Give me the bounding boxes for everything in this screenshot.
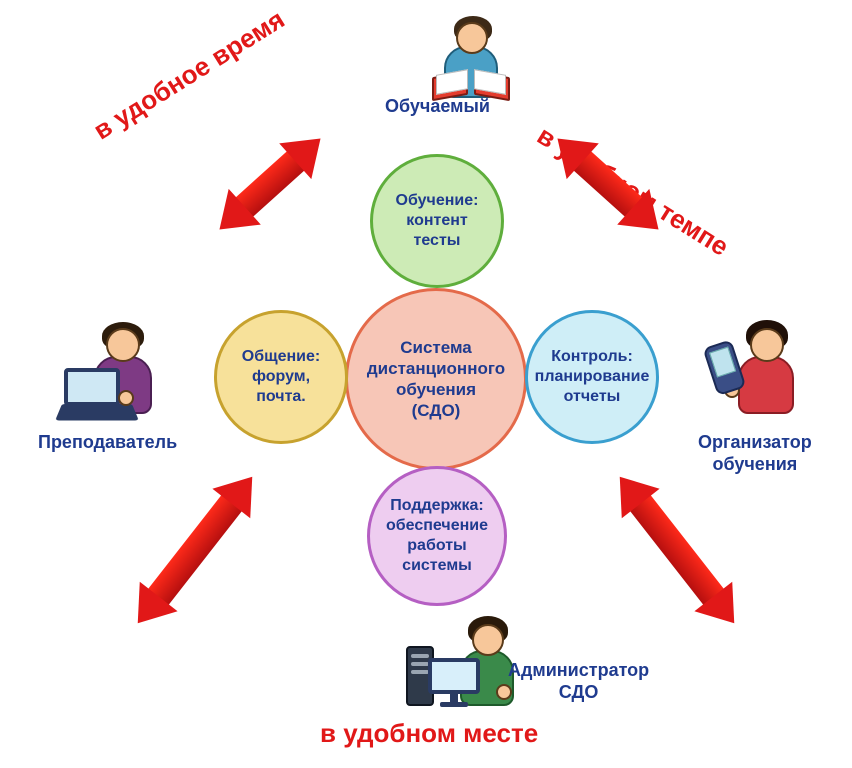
diagram-canvas: Системадистанционногообучения(СДО) Обуче… (0, 0, 852, 768)
node-training: Обучение:контенттесты (370, 154, 504, 288)
node-center: Системадистанционногообучения(СДО) (345, 288, 527, 470)
arc-label-place: в удобном месте (320, 718, 538, 749)
actor-organizer (716, 316, 816, 426)
node-communication: Общение:форум,почта. (214, 310, 348, 444)
arc-label-time: в удобное время (88, 4, 290, 146)
actor-student (426, 12, 516, 102)
node-support-label: Поддержка:обеспечениеработысистемы (378, 488, 496, 584)
node-communication-label: Общение:форум,почта. (234, 339, 328, 415)
node-control: Контроль:планированиеотчеты (525, 310, 659, 444)
arrow-bottom-left (124, 468, 266, 632)
node-training-label: Обучение:контенттесты (388, 183, 487, 259)
actor-teacher (62, 316, 172, 426)
actor-admin-label: АдминистраторСДО (508, 660, 649, 703)
node-center-label: Системадистанционногообучения(СДО) (359, 329, 513, 430)
arrow-top-left (209, 126, 330, 242)
arrow-bottom-right (606, 468, 748, 632)
actor-teacher-label: Преподаватель (38, 432, 177, 454)
node-control-label: Контроль:планированиеотчеты (527, 339, 658, 415)
actor-student-label: Обучаемый (385, 96, 490, 118)
node-support: Поддержка:обеспечениеработысистемы (367, 466, 507, 606)
actor-organizer-label: Организаторобучения (698, 432, 812, 475)
